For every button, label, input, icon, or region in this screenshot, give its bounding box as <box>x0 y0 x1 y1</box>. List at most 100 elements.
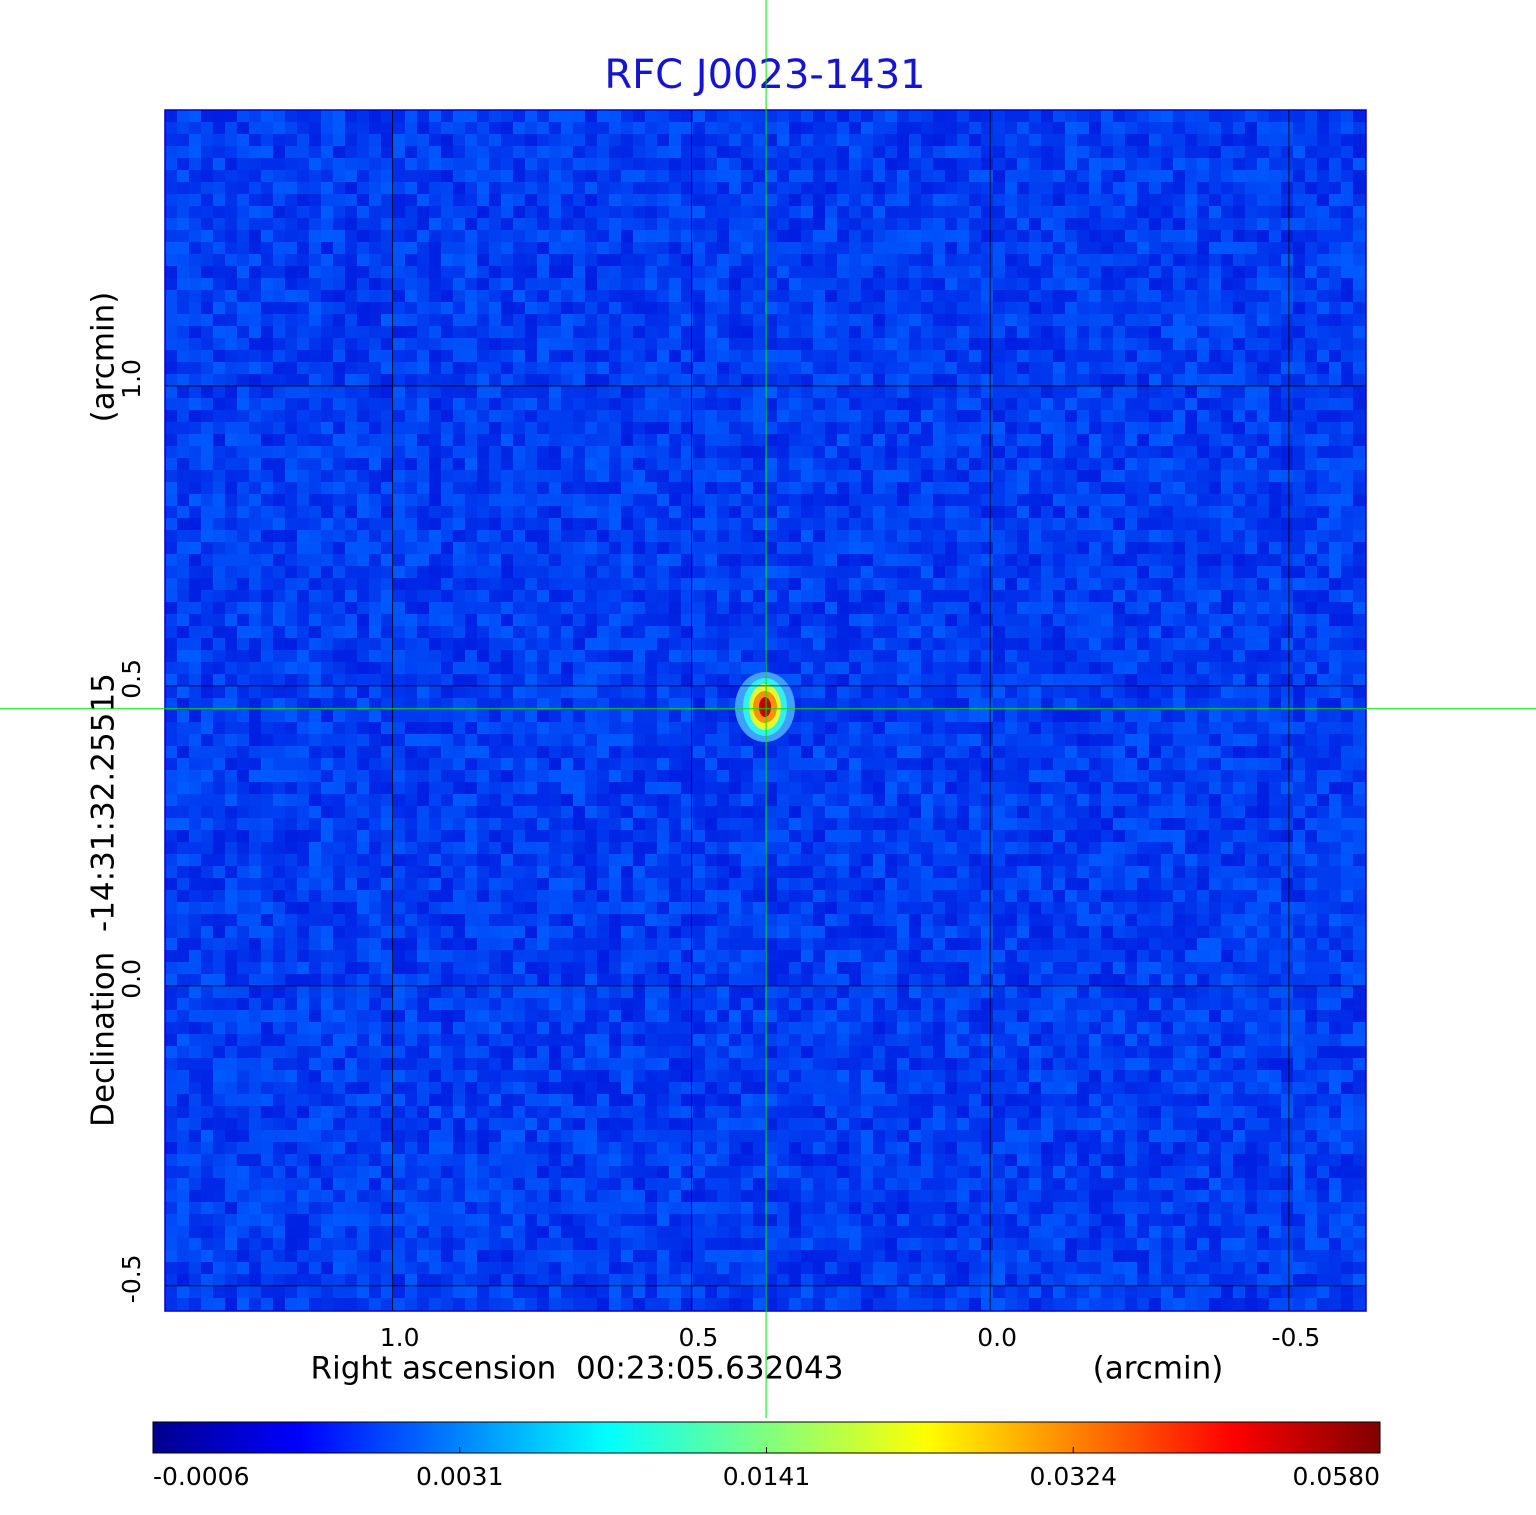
pixel <box>1029 158 1041 170</box>
pixel <box>681 410 693 422</box>
pixel <box>981 518 993 530</box>
pixel <box>201 170 213 182</box>
pixel <box>1269 146 1281 158</box>
pixel <box>525 278 537 290</box>
pixel <box>633 338 645 350</box>
pixel <box>225 602 237 614</box>
pixel <box>825 290 837 302</box>
pixel <box>1353 206 1365 218</box>
pixel <box>681 230 693 242</box>
pixel <box>165 482 177 494</box>
pixel <box>1209 434 1221 446</box>
pixel <box>597 410 609 422</box>
pixel <box>297 254 309 266</box>
pixel <box>1089 674 1101 686</box>
pixel <box>333 194 345 206</box>
pixel <box>525 614 537 626</box>
pixel <box>1005 590 1017 602</box>
pixel <box>1293 530 1305 542</box>
pixel <box>1149 542 1161 554</box>
pixel <box>981 638 993 650</box>
pixel <box>873 518 885 530</box>
pixel <box>1053 386 1065 398</box>
pixel <box>945 362 957 374</box>
pixel <box>453 650 465 662</box>
pixel <box>177 578 189 590</box>
pixel <box>981 278 993 290</box>
pixel <box>333 338 345 350</box>
pixel <box>1173 542 1185 554</box>
pixel <box>1173 482 1185 494</box>
pixel <box>501 266 513 278</box>
pixel <box>1329 230 1341 242</box>
pixel <box>777 134 789 146</box>
pixel <box>501 254 513 266</box>
pixel <box>909 434 921 446</box>
pixel <box>1089 566 1101 578</box>
pixel <box>825 374 837 386</box>
pixel <box>1305 266 1317 278</box>
pixel <box>765 650 777 662</box>
pixel <box>849 338 861 350</box>
pixel <box>1293 626 1305 638</box>
pixel <box>237 242 249 254</box>
pixel <box>777 326 789 338</box>
pixel <box>633 326 645 338</box>
pixel <box>1113 434 1125 446</box>
pixel <box>549 242 561 254</box>
pixel <box>765 566 777 578</box>
pixel <box>1137 662 1149 674</box>
pixel <box>369 338 381 350</box>
pixel <box>1089 350 1101 362</box>
pixel <box>1089 602 1101 614</box>
pixel <box>633 554 645 566</box>
pixel <box>1209 638 1221 650</box>
pixel <box>861 146 873 158</box>
pixel <box>633 446 645 458</box>
pixel <box>501 314 513 326</box>
pixel <box>1017 386 1029 398</box>
pixel <box>801 278 813 290</box>
pixel <box>201 458 213 470</box>
pixel <box>297 122 309 134</box>
pixel <box>837 434 849 446</box>
pixel <box>1113 374 1125 386</box>
pixel <box>693 494 705 506</box>
pixel <box>837 518 849 530</box>
pixel <box>885 362 897 374</box>
pixel <box>297 566 309 578</box>
pixel <box>837 530 849 542</box>
pixel <box>201 326 213 338</box>
pixel <box>813 158 825 170</box>
pixel <box>1233 446 1245 458</box>
pixel <box>801 374 813 386</box>
pixel <box>777 206 789 218</box>
pixel <box>765 494 777 506</box>
pixel <box>1005 398 1017 410</box>
pixel <box>597 170 609 182</box>
pixel <box>957 338 969 350</box>
pixel <box>501 134 513 146</box>
pixel <box>177 182 189 194</box>
pixel <box>177 254 189 266</box>
pixel <box>1245 362 1257 374</box>
pixel <box>585 638 597 650</box>
pixel <box>1209 302 1221 314</box>
pixel <box>441 230 453 242</box>
pixel <box>1113 278 1125 290</box>
pixel <box>873 566 885 578</box>
pixel <box>1257 338 1269 350</box>
pixel <box>885 506 897 518</box>
pixel <box>237 254 249 266</box>
pixel <box>1245 398 1257 410</box>
pixel <box>933 578 945 590</box>
pixel <box>1293 182 1305 194</box>
pixel <box>549 602 561 614</box>
pixel <box>1053 218 1065 230</box>
pixel <box>753 146 765 158</box>
pixel <box>813 362 825 374</box>
pixel <box>693 590 705 602</box>
pixel <box>1233 554 1245 566</box>
pixel <box>849 266 861 278</box>
pixel <box>645 362 657 374</box>
